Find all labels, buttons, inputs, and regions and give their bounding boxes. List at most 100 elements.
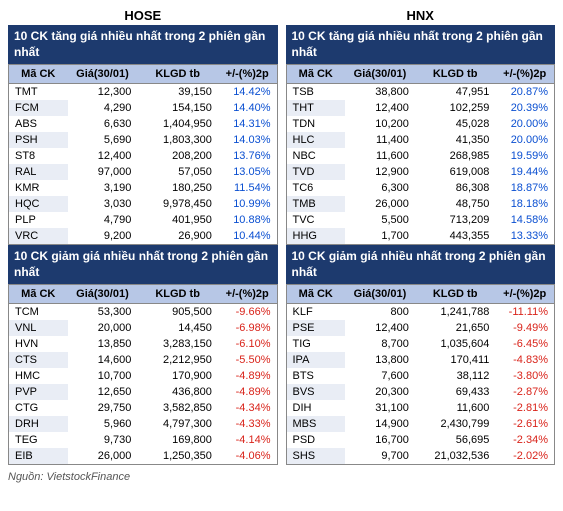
table-row: THT12,400102,25920.39%	[286, 100, 555, 116]
cell-price: 53,300	[68, 304, 138, 321]
table-row: TEG9,730169,800-4.14%	[9, 432, 278, 448]
cell-code: KLF	[286, 304, 345, 321]
table-row: KMR3,190180,25011.54%	[9, 180, 278, 196]
cell-code: TIG	[286, 336, 345, 352]
cell-code: TDN	[286, 116, 345, 132]
cell-pct: 13.76%	[218, 148, 277, 164]
table-row: CTS14,6002,212,950-5.50%	[9, 352, 278, 368]
cell-pct: -4.89%	[218, 384, 277, 400]
cell-volume: 1,241,788	[415, 304, 496, 321]
col-volume: KLGD tb	[137, 285, 218, 304]
cell-price: 1,700	[345, 228, 415, 245]
cell-code: TCM	[9, 304, 68, 321]
cell-volume: 436,800	[137, 384, 218, 400]
cell-volume: 57,050	[137, 164, 218, 180]
cell-volume: 268,985	[415, 148, 496, 164]
cell-code: FCM	[9, 100, 68, 116]
cell-volume: 69,433	[415, 384, 496, 400]
cell-price: 5,960	[68, 416, 138, 432]
table-row: CTG29,7503,582,850-4.34%	[9, 400, 278, 416]
cell-volume: 1,803,300	[137, 132, 218, 148]
cell-pct: -2.61%	[495, 416, 554, 432]
cell-volume: 905,500	[137, 304, 218, 321]
cell-price: 6,630	[68, 116, 138, 132]
table-row: SHS9,70021,032,536-2.02%	[286, 448, 555, 465]
source-footer: Nguồn: VietstockFinance	[8, 471, 555, 483]
cell-code: VRC	[9, 228, 68, 245]
cell-volume: 2,430,799	[415, 416, 496, 432]
col-pct: +/-(%)2p	[495, 65, 554, 84]
col-price: Giá(30/01)	[345, 65, 415, 84]
hose-gainers-table: Mã CK Giá(30/01) KLGD tb +/-(%)2p TMT12,…	[8, 64, 278, 245]
cell-price: 31,100	[345, 400, 415, 416]
col-pct: +/-(%)2p	[495, 285, 554, 304]
cell-volume: 9,978,450	[137, 196, 218, 212]
cell-volume: 39,150	[137, 84, 218, 101]
cell-pct: 20.39%	[495, 100, 554, 116]
cell-pct: -5.50%	[218, 352, 277, 368]
cell-code: EIB	[9, 448, 68, 465]
cell-code: PVP	[9, 384, 68, 400]
cell-code: RAL	[9, 164, 68, 180]
cell-price: 11,400	[345, 132, 415, 148]
cell-volume: 3,582,850	[137, 400, 218, 416]
cell-volume: 1,035,604	[415, 336, 496, 352]
hose-losers-table: Mã CK Giá(30/01) KLGD tb +/-(%)2p TCM53,…	[8, 284, 278, 465]
tables-container: HOSE 10 CK tăng giá nhiều nhất trong 2 p…	[8, 8, 555, 465]
cell-volume: 102,259	[415, 100, 496, 116]
cell-code: PSH	[9, 132, 68, 148]
cell-price: 800	[345, 304, 415, 321]
cell-pct: -2.81%	[495, 400, 554, 416]
cell-code: CTS	[9, 352, 68, 368]
cell-price: 13,850	[68, 336, 138, 352]
cell-price: 4,790	[68, 212, 138, 228]
cell-volume: 170,900	[137, 368, 218, 384]
cell-price: 5,690	[68, 132, 138, 148]
col-volume: KLGD tb	[415, 65, 496, 84]
cell-price: 9,200	[68, 228, 138, 245]
cell-pct: 14.40%	[218, 100, 277, 116]
cell-price: 20,300	[345, 384, 415, 400]
cell-volume: 401,950	[137, 212, 218, 228]
cell-price: 4,290	[68, 100, 138, 116]
cell-pct: -2.02%	[495, 448, 554, 465]
cell-pct: -4.83%	[495, 352, 554, 368]
cell-pct: -9.66%	[218, 304, 277, 321]
cell-code: BTS	[286, 368, 345, 384]
table-row: PVP12,650436,800-4.89%	[9, 384, 278, 400]
cell-pct: 10.44%	[218, 228, 277, 245]
cell-pct: -4.89%	[218, 368, 277, 384]
cell-price: 97,000	[68, 164, 138, 180]
cell-volume: 45,028	[415, 116, 496, 132]
table-row: ST812,400208,20013.76%	[9, 148, 278, 164]
hnx-losers-header: 10 CK giảm giá nhiều nhất trong 2 phiên …	[286, 245, 556, 284]
table-row: TDN10,20045,02820.00%	[286, 116, 555, 132]
cell-price: 12,900	[345, 164, 415, 180]
cell-code: PSE	[286, 320, 345, 336]
cell-volume: 1,404,950	[137, 116, 218, 132]
cell-price: 11,600	[345, 148, 415, 164]
cell-price: 29,750	[68, 400, 138, 416]
table-row: IPA13,800170,411-4.83%	[286, 352, 555, 368]
table-row: DRH5,9604,797,300-4.33%	[9, 416, 278, 432]
cell-code: THT	[286, 100, 345, 116]
cell-code: DIH	[286, 400, 345, 416]
cell-volume: 4,797,300	[137, 416, 218, 432]
cell-code: HMC	[9, 368, 68, 384]
table-row: TC66,30086,30818.87%	[286, 180, 555, 196]
cell-pct: -4.33%	[218, 416, 277, 432]
cell-code: HVN	[9, 336, 68, 352]
cell-price: 20,000	[68, 320, 138, 336]
cell-price: 5,500	[345, 212, 415, 228]
cell-volume: 56,695	[415, 432, 496, 448]
table-row: TMB26,00048,75018.18%	[286, 196, 555, 212]
table-row: TMT12,30039,15014.42%	[9, 84, 278, 101]
cell-pct: -6.45%	[495, 336, 554, 352]
cell-price: 9,700	[345, 448, 415, 465]
cell-code: ST8	[9, 148, 68, 164]
cell-pct: 18.18%	[495, 196, 554, 212]
cell-code: HHG	[286, 228, 345, 245]
col-code: Mã CK	[9, 285, 68, 304]
cell-code: NBC	[286, 148, 345, 164]
cell-volume: 11,600	[415, 400, 496, 416]
